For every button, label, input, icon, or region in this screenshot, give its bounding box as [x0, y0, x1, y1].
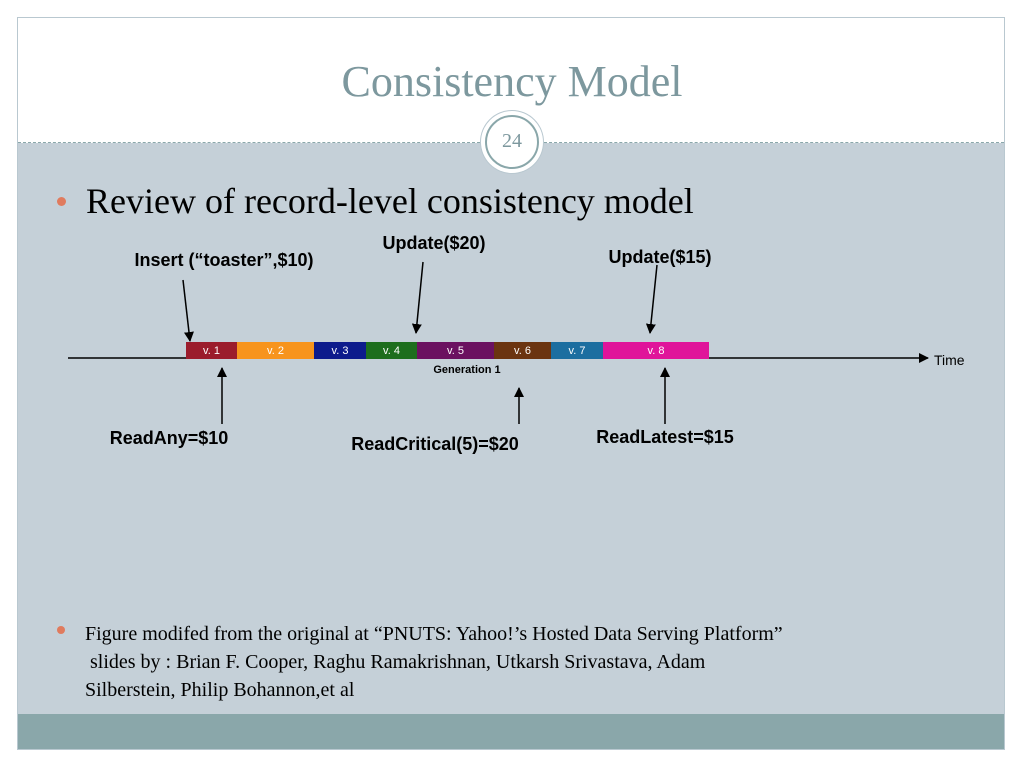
version-label-2: v. 2	[267, 345, 284, 357]
version-segment-4	[366, 342, 417, 359]
read-latest-label: ReadLatest=$15	[596, 427, 734, 447]
insert-arrow	[182, 279, 194, 342]
version-label-3: v. 3	[332, 345, 349, 357]
insert-label: Insert (“toaster”,$10)	[134, 250, 313, 270]
version-label-8: v. 8	[648, 345, 665, 357]
read-any-label: ReadAny=$10	[110, 428, 229, 448]
version-label-5: v. 5	[447, 345, 464, 357]
footnote-line-2: slides by : Brian F. Cooper, Raghu Ramak…	[85, 651, 706, 673]
content-area	[18, 143, 1004, 714]
version-segment-5	[417, 342, 494, 359]
title-divider-left	[18, 142, 480, 143]
version-segment-7	[551, 342, 603, 359]
update-20-label: Update($20)	[382, 233, 485, 253]
version-label-1: v. 1	[203, 345, 220, 357]
update-15-arrow	[645, 264, 658, 334]
title-divider-right	[544, 142, 1004, 143]
version-label-6: v. 6	[514, 345, 531, 357]
update-15-label: Update($15)	[608, 247, 711, 267]
slide-title: Consistency Model	[341, 57, 683, 106]
bullet-dot-icon	[57, 197, 66, 206]
update-20-arrow	[411, 261, 424, 334]
version-segment-8	[603, 342, 709, 359]
footnote-line-3: Silberstein, Philip Bohannon,et al	[85, 679, 355, 701]
slide-frame	[17, 17, 1005, 750]
footnote-text: Figure modifed from the original at “PNU…	[85, 620, 965, 704]
footnote-bullet-dot-icon	[57, 626, 65, 634]
version-label-7: v. 7	[569, 345, 586, 357]
footnote-line-1: Figure modifed from the original at “PNU…	[85, 623, 783, 645]
version-segment-2	[237, 342, 314, 359]
footer-band	[18, 714, 1004, 749]
page-number-badge: 24	[485, 115, 539, 169]
version-segments: v. 1 v. 2 v. 3 v. 4 v. 5 v. 6 v. 7 v. 8	[186, 342, 709, 359]
read-critical-label: ReadCritical(5)=$20	[351, 434, 519, 454]
version-segment-3	[314, 342, 366, 359]
main-bullet-text: Review of record-level consistency model	[86, 181, 694, 221]
version-segment-6	[494, 342, 551, 359]
time-axis-label: Time	[934, 352, 965, 368]
page-number: 24	[502, 130, 522, 152]
version-label-4: v. 4	[383, 345, 400, 357]
version-segment-1	[186, 342, 237, 359]
generation-label: Generation 1	[433, 364, 500, 376]
